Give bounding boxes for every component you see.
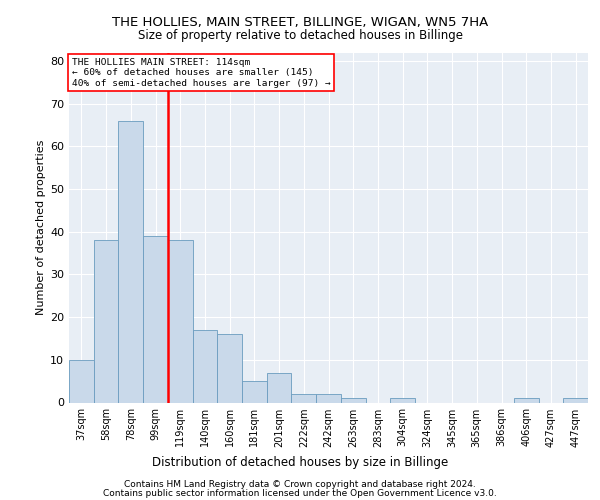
Text: THE HOLLIES MAIN STREET: 114sqm
← 60% of detached houses are smaller (145)
40% o: THE HOLLIES MAIN STREET: 114sqm ← 60% of… [71, 58, 331, 88]
Y-axis label: Number of detached properties: Number of detached properties [36, 140, 46, 315]
Bar [193, 330, 217, 402]
Bar [341, 398, 365, 402]
Bar [118, 121, 143, 402]
Bar [316, 394, 341, 402]
Text: THE HOLLIES, MAIN STREET, BILLINGE, WIGAN, WN5 7HA: THE HOLLIES, MAIN STREET, BILLINGE, WIGA… [112, 16, 488, 29]
Bar [242, 381, 267, 402]
Bar [267, 372, 292, 402]
Bar [69, 360, 94, 403]
Bar [143, 236, 168, 402]
Bar [514, 398, 539, 402]
Text: Contains public sector information licensed under the Open Government Licence v3: Contains public sector information licen… [103, 489, 497, 498]
Bar [168, 240, 193, 402]
Bar [94, 240, 118, 402]
Bar [563, 398, 588, 402]
Text: Contains HM Land Registry data © Crown copyright and database right 2024.: Contains HM Land Registry data © Crown c… [124, 480, 476, 489]
Text: Size of property relative to detached houses in Billinge: Size of property relative to detached ho… [137, 29, 463, 42]
Bar [292, 394, 316, 402]
Text: Distribution of detached houses by size in Billinge: Distribution of detached houses by size … [152, 456, 448, 469]
Bar [390, 398, 415, 402]
Bar [217, 334, 242, 402]
